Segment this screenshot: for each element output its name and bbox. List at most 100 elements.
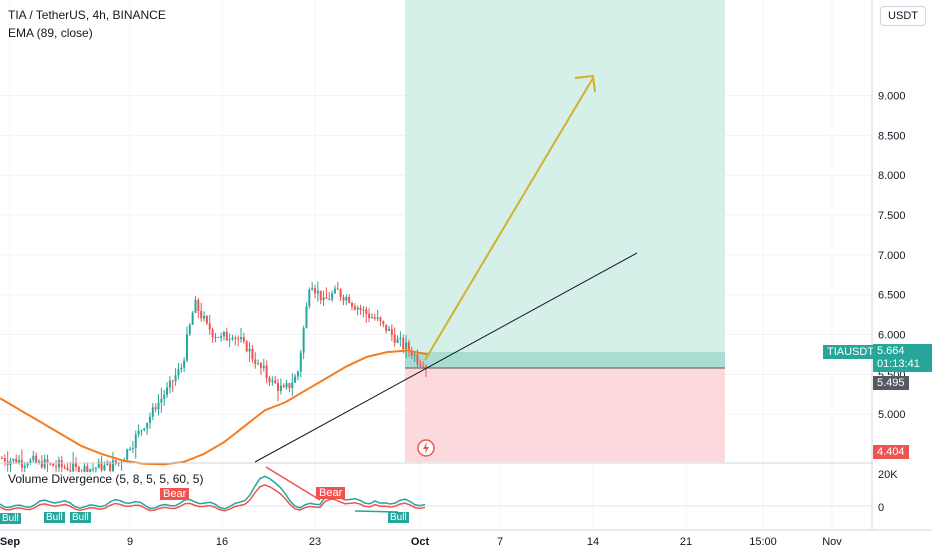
price-axis[interactable]: 9.0008.5008.0007.5007.0006.5006.0005.500… — [878, 91, 906, 422]
candle-body — [129, 448, 132, 450]
candle-body — [339, 289, 342, 298]
candle-body — [57, 460, 60, 468]
x-tick-label: Sep — [0, 536, 20, 548]
candle-body — [32, 455, 35, 461]
flash-icon[interactable] — [417, 439, 435, 457]
volume-divergence-line — [0, 475, 426, 510]
candle-body — [316, 290, 319, 294]
candle-body — [288, 383, 291, 389]
candle-body — [29, 460, 32, 464]
candle-body — [370, 317, 373, 319]
candle-body — [109, 461, 112, 471]
y-tick-label: 6.000 — [878, 330, 906, 342]
candle-body — [277, 382, 280, 392]
x-tick-label: 7 — [497, 536, 503, 548]
candle-body — [97, 461, 100, 469]
candle-body — [342, 297, 345, 301]
candle-body — [285, 383, 288, 388]
bull-tag: Bull — [388, 512, 409, 523]
candle-body — [163, 394, 166, 399]
candle-body — [348, 296, 351, 304]
candle-body — [134, 434, 137, 448]
x-tick-label: 15:00 — [749, 536, 777, 548]
candle-body — [248, 348, 251, 352]
trend-line[interactable] — [254, 252, 638, 463]
candle-body — [422, 365, 425, 367]
candle-body — [151, 407, 154, 417]
x-tick-label: 23 — [309, 536, 321, 548]
candle-body — [399, 337, 402, 339]
candle-body — [100, 461, 103, 471]
candle-body — [228, 339, 231, 341]
candle-body — [351, 303, 354, 307]
candle-body — [174, 375, 177, 382]
candle-body — [183, 360, 186, 368]
y-tick-label: 8.000 — [878, 170, 906, 182]
y-tick-label: 7.500 — [878, 210, 906, 222]
candle-body — [166, 387, 169, 395]
candle-body — [405, 342, 408, 350]
candle-body — [413, 354, 416, 356]
candle-body — [325, 297, 328, 299]
candle-body — [345, 296, 348, 301]
bear-tag: Bear — [316, 487, 346, 499]
time-axis[interactable]: Sep 9 16 23 Oct 7 14 21 15:00 Nov — [0, 536, 842, 548]
candle-body — [407, 342, 410, 352]
candle-body — [331, 293, 334, 300]
candle-body — [376, 317, 379, 319]
y-tick-label: 7.000 — [878, 250, 906, 262]
candle-body — [146, 422, 149, 429]
candle-body — [23, 465, 26, 468]
candle-body — [185, 334, 188, 361]
candle-body — [49, 463, 52, 465]
candle-body — [305, 306, 308, 328]
candle-body — [157, 402, 160, 410]
candle-body — [231, 337, 234, 340]
candle-body — [402, 337, 405, 350]
candle-body — [143, 428, 146, 431]
bull-tag: Bull — [70, 512, 91, 523]
candle-body — [154, 407, 157, 410]
target-zone[interactable] — [405, 0, 725, 368]
currency-button[interactable]: USDT — [880, 6, 926, 26]
candle-body — [83, 465, 86, 473]
ema-line — [0, 349, 429, 466]
candle-body — [302, 327, 305, 353]
candle-body — [15, 458, 18, 463]
candle-body — [362, 309, 365, 311]
candle-body — [245, 341, 248, 352]
candle-body — [194, 299, 197, 313]
candle-body — [234, 337, 237, 339]
stop-price-label: 4.404 — [873, 445, 909, 459]
candle-body — [72, 462, 75, 472]
y-tick-label: 5.000 — [878, 409, 906, 421]
entry-band — [405, 352, 725, 368]
candle-body — [92, 468, 95, 470]
candle-body — [265, 365, 268, 378]
candle-body — [373, 317, 376, 319]
candle-body — [217, 336, 220, 338]
x-tick-label: 9 — [127, 536, 133, 548]
candle-body — [237, 338, 240, 340]
candle-body — [359, 307, 362, 310]
candle-body — [140, 430, 143, 432]
candle-body — [26, 463, 29, 466]
candle-body — [191, 312, 194, 325]
candle-body — [188, 324, 191, 335]
candle-body — [251, 348, 254, 360]
stop-zone[interactable] — [405, 368, 725, 462]
candle-body — [94, 468, 97, 470]
candle-body — [222, 331, 225, 337]
candle-body — [211, 329, 214, 338]
entry-price-label: 5.495 — [873, 376, 909, 390]
candle-body — [419, 364, 422, 366]
candle-body — [168, 380, 171, 388]
candle-body — [390, 329, 393, 335]
candle-body — [296, 371, 299, 377]
projection-arrow[interactable] — [424, 74, 596, 361]
candle-body — [197, 299, 200, 311]
candle-body — [274, 380, 277, 383]
ema-legend: EMA (89, close) — [6, 26, 95, 40]
candle-body — [12, 458, 15, 461]
